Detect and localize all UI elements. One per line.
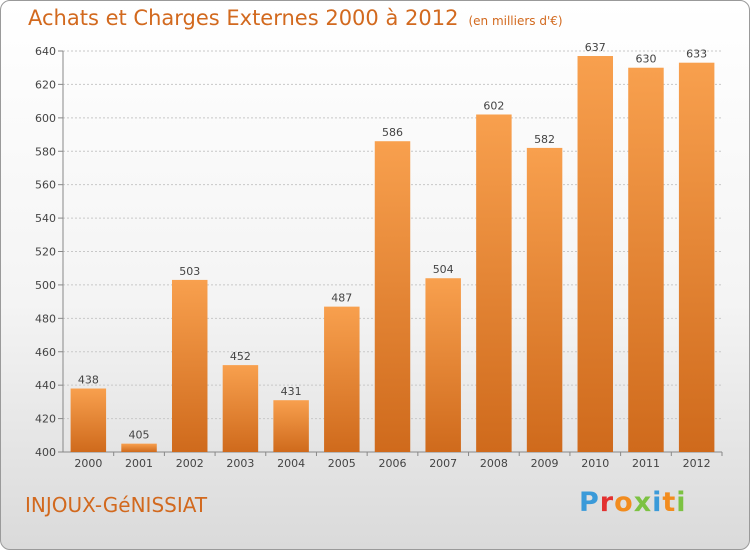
value-label-2009: 582 xyxy=(534,133,555,146)
logo-letter: i xyxy=(676,487,687,518)
x-tick-label-2000: 2000 xyxy=(74,457,102,470)
x-tick-label-2001: 2001 xyxy=(125,457,153,470)
x-tick-label-2003: 2003 xyxy=(226,457,254,470)
bar-2007 xyxy=(425,278,461,452)
proxiti-logo: Proxiti xyxy=(579,487,687,518)
value-label-2006: 586 xyxy=(382,126,403,139)
value-label-2000: 438 xyxy=(78,374,99,387)
x-tick-label-2012: 2012 xyxy=(683,457,711,470)
town-name: INJOUX-GéNISSIAT xyxy=(25,493,208,517)
value-label-2012: 633 xyxy=(686,48,707,61)
logo-letter: r xyxy=(599,487,615,518)
chart-title-text: Achats et Charges Externes 2000 à 2012 xyxy=(28,6,459,30)
x-tick-label-2004: 2004 xyxy=(277,457,305,470)
x-tick-label-2011: 2011 xyxy=(632,457,660,470)
bar-2002 xyxy=(171,279,208,452)
chart-title: Achats et Charges Externes 2000 à 2012 (e… xyxy=(28,6,563,30)
y-tick-label: 600 xyxy=(35,112,56,125)
logo-letter: P xyxy=(579,487,600,518)
x-tick-label-2005: 2005 xyxy=(328,457,356,470)
bar-chart: 400 420 440 460 480 500 520 540 560 580 600 620 640 2… xyxy=(35,41,723,470)
logo-letter: o xyxy=(614,487,634,518)
bar-2008 xyxy=(476,114,512,452)
y-tick-label: 500 xyxy=(35,279,56,292)
value-label-2007: 504 xyxy=(433,263,454,276)
bar-2004 xyxy=(273,400,309,452)
y-tick-label: 620 xyxy=(35,78,56,91)
bar-2001 xyxy=(121,443,157,452)
logo-letter: t xyxy=(662,487,677,518)
x-tick-label-2008: 2008 xyxy=(480,457,508,470)
bar-2010 xyxy=(577,56,614,452)
y-tick-label: 480 xyxy=(35,312,56,325)
value-label-2008: 602 xyxy=(483,99,504,112)
y-tick-label: 540 xyxy=(35,212,56,225)
y-tick-label: 420 xyxy=(35,413,56,426)
x-tick-label-2010: 2010 xyxy=(581,457,609,470)
x-tick-label-2009: 2009 xyxy=(531,457,559,470)
chart-unit: (en milliers d'€) xyxy=(468,14,563,28)
value-label-2011: 630 xyxy=(635,53,656,66)
value-label-2002: 503 xyxy=(179,265,200,278)
y-tick-label: 580 xyxy=(35,145,56,158)
bar-2009 xyxy=(526,147,563,453)
value-label-2001: 405 xyxy=(129,429,150,442)
logo-letter: i xyxy=(652,487,663,518)
bar-2005 xyxy=(324,306,360,452)
x-tick-label-2007: 2007 xyxy=(429,457,457,470)
y-tick-label: 440 xyxy=(35,379,56,392)
value-label-2004: 431 xyxy=(281,385,302,398)
bar-2006 xyxy=(374,141,411,452)
y-tick-label: 520 xyxy=(35,246,56,259)
value-label-2005: 487 xyxy=(331,292,352,305)
bar-2011 xyxy=(628,67,664,452)
y-tick-label: 560 xyxy=(35,179,56,192)
y-tick-label: 400 xyxy=(35,446,56,459)
value-label-2003: 452 xyxy=(230,350,251,363)
x-tick-label-2002: 2002 xyxy=(176,457,204,470)
bar-2000 xyxy=(70,388,107,452)
x-tick-label-2006: 2006 xyxy=(379,457,407,470)
bar-2003 xyxy=(222,365,259,452)
y-tick-label: 640 xyxy=(35,45,56,58)
logo-letter: x xyxy=(633,487,653,518)
y-tick-label: 460 xyxy=(35,346,56,359)
bar-2012 xyxy=(678,62,715,453)
value-label-2010: 637 xyxy=(585,41,606,54)
